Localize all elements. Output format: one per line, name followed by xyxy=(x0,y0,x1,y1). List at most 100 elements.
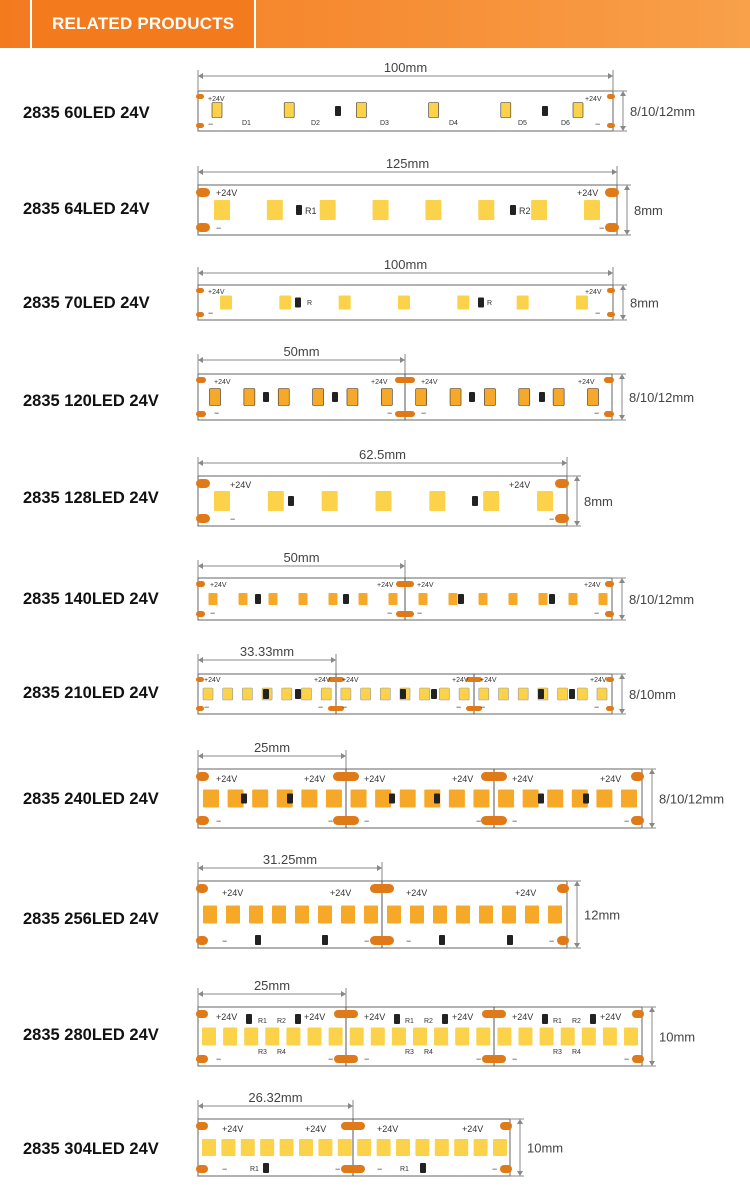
arrowhead-right xyxy=(608,270,613,276)
led-chip xyxy=(244,1027,259,1046)
copper-pad xyxy=(604,411,614,417)
led-chip xyxy=(433,905,447,924)
led-chip xyxy=(473,1139,488,1156)
led-chip xyxy=(410,905,424,924)
arrowhead-up xyxy=(574,881,580,886)
minus-label: − xyxy=(328,1054,333,1064)
arrowhead-left xyxy=(198,357,203,363)
plus-24v-label: +24V xyxy=(421,379,438,386)
plus-24v-label: +24V xyxy=(480,677,497,684)
led-chip xyxy=(483,491,500,511)
minus-label: − xyxy=(222,936,227,946)
product-label: 2835 304LED 24V xyxy=(23,1140,159,1158)
led-chip xyxy=(214,200,230,220)
resistor xyxy=(263,689,269,699)
resistor xyxy=(255,935,261,945)
led-chip xyxy=(517,687,529,701)
plus-24v-label: +24V xyxy=(214,379,231,386)
minus-label: − xyxy=(512,1054,517,1064)
copper-pad xyxy=(333,816,359,825)
copper-pad xyxy=(328,706,344,711)
led-chip xyxy=(243,388,256,406)
length-label: 31.25mm xyxy=(263,852,317,867)
led-chip xyxy=(307,1027,322,1046)
width-label: 12mm xyxy=(584,908,620,923)
led-chip xyxy=(399,789,416,808)
resistor xyxy=(394,1014,400,1024)
copper-pad xyxy=(196,514,210,523)
led-chip xyxy=(498,789,515,808)
plus-24v-label: +24V xyxy=(377,1124,398,1134)
copper-pad xyxy=(631,816,644,825)
led-chip xyxy=(252,789,269,808)
minus-label: − xyxy=(624,1054,629,1064)
arrowhead-left xyxy=(198,270,203,276)
led-chip xyxy=(568,593,578,605)
led-chip xyxy=(576,295,588,310)
led-chip xyxy=(476,1027,491,1046)
minus-label: − xyxy=(595,308,600,318)
led-chip xyxy=(281,687,293,701)
led-chip xyxy=(391,1027,406,1046)
width-label: 8/10/12mm xyxy=(629,592,694,607)
product-label: 2835 140LED 24V xyxy=(23,590,159,608)
led-chip xyxy=(203,905,217,924)
copper-pad xyxy=(557,884,569,893)
width-label: 10mm xyxy=(659,1030,695,1045)
led-chip xyxy=(449,388,462,406)
minus-label: − xyxy=(594,608,599,618)
led-chip xyxy=(502,905,516,924)
resistor xyxy=(295,1014,301,1024)
led-chip xyxy=(283,102,295,118)
led-chip xyxy=(500,102,512,118)
led-chip xyxy=(203,789,219,808)
arrowhead-left xyxy=(198,169,203,175)
component-label: D2 xyxy=(311,120,320,127)
copper-pad xyxy=(196,288,204,293)
led-chip xyxy=(531,200,548,220)
copper-pad xyxy=(196,377,206,383)
component-label: D4 xyxy=(449,120,458,127)
resistor xyxy=(322,935,328,945)
resistor xyxy=(590,1014,596,1024)
resistor xyxy=(442,1014,448,1024)
led-chip xyxy=(448,789,465,808)
led-chip xyxy=(538,593,548,605)
led-chip xyxy=(539,1027,554,1046)
led-chip xyxy=(587,388,599,406)
led-chip xyxy=(286,1027,301,1046)
copper-pad xyxy=(196,936,208,945)
led-chip xyxy=(238,593,248,605)
minus-label: − xyxy=(216,1054,221,1064)
minus-label: − xyxy=(210,608,215,618)
arrowhead-right xyxy=(400,357,405,363)
component-label: R1 xyxy=(250,1166,259,1173)
resistor xyxy=(255,594,261,604)
led-chip xyxy=(454,1139,469,1156)
led-chip xyxy=(328,593,338,605)
led-chip xyxy=(350,789,367,808)
resistor xyxy=(332,392,338,402)
led-chip xyxy=(547,789,564,808)
minus-label: − xyxy=(216,223,221,233)
arrowhead-left xyxy=(198,73,203,79)
plus-24v-label: +24V xyxy=(452,1012,473,1022)
component-label: R xyxy=(487,300,492,307)
arrowhead-right xyxy=(341,991,346,997)
arrowhead-up xyxy=(574,476,580,481)
led-chip xyxy=(337,1139,352,1156)
led-chip xyxy=(358,593,368,605)
led-chip xyxy=(596,789,613,808)
component-label: R4 xyxy=(424,1049,433,1056)
led-chip xyxy=(398,295,410,310)
led-chip xyxy=(364,905,378,924)
led-chip xyxy=(419,687,431,701)
copper-pad xyxy=(196,123,204,128)
arrowhead-up xyxy=(624,185,630,190)
resistor xyxy=(538,689,544,699)
plus-24v-label: +24V xyxy=(512,1012,533,1022)
plus-24v-label: +24V xyxy=(577,188,598,198)
minus-label: − xyxy=(594,702,599,712)
led-chip xyxy=(581,1027,596,1046)
plus-24v-label: +24V xyxy=(452,677,469,684)
